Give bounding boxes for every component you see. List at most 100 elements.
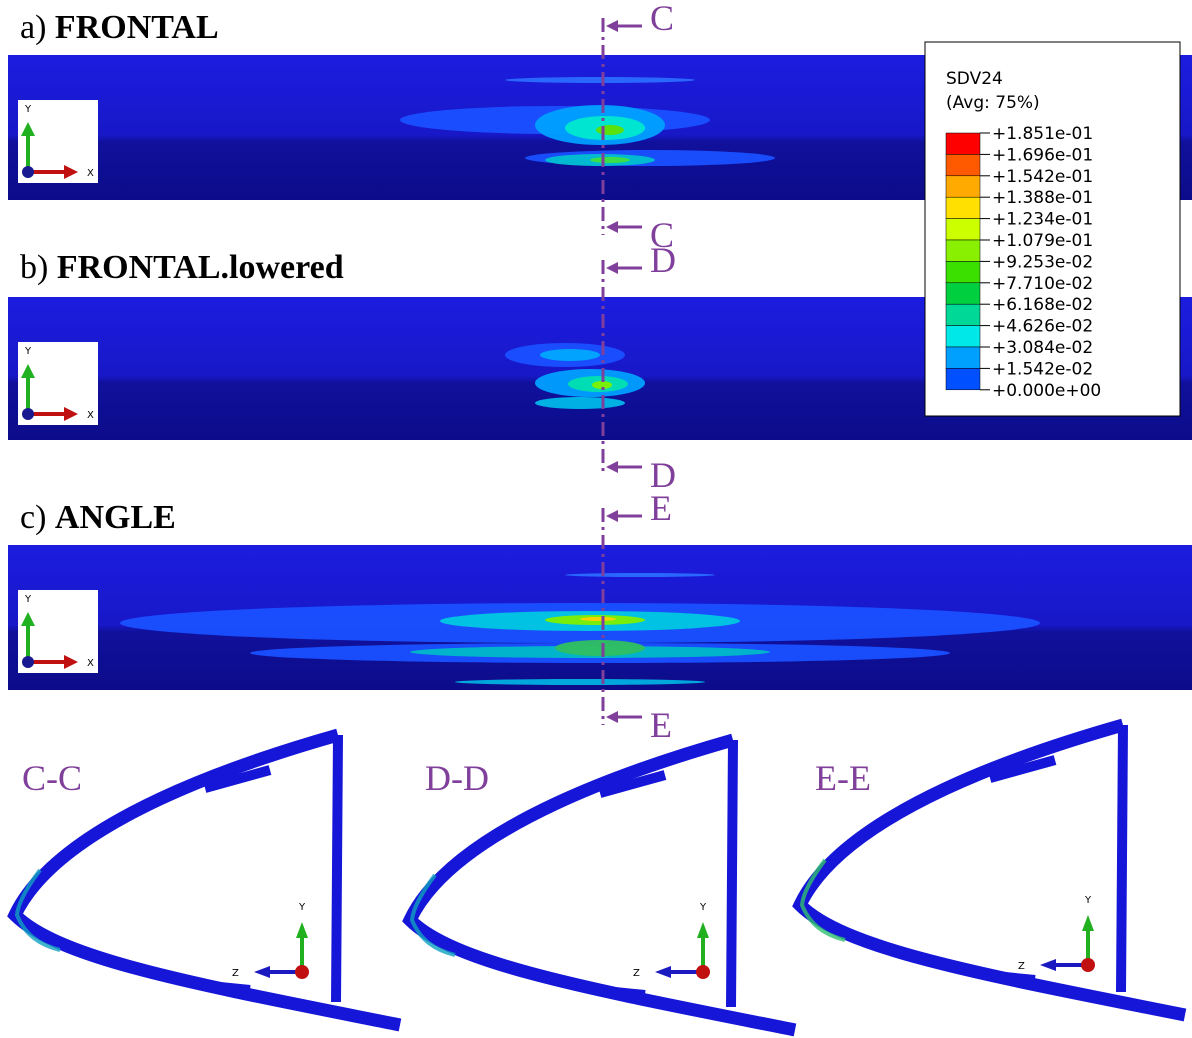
cross-section bbox=[792, 718, 1187, 1022]
legend-swatch bbox=[945, 218, 981, 241]
contour bbox=[596, 125, 624, 135]
legend-swatch bbox=[945, 368, 981, 391]
arrow-head bbox=[1040, 959, 1056, 971]
arrow-head bbox=[606, 221, 618, 233]
section-mark: D bbox=[650, 455, 676, 495]
contour bbox=[592, 381, 612, 389]
section-contour bbox=[14, 868, 61, 952]
contour bbox=[555, 640, 645, 656]
arrow-head bbox=[697, 922, 709, 938]
panel-name: FRONTAL bbox=[55, 9, 219, 46]
contour bbox=[455, 679, 705, 685]
contour bbox=[580, 617, 616, 621]
legend-swatch bbox=[945, 132, 981, 155]
axis-label: Y bbox=[24, 594, 32, 605]
legend-swatch bbox=[945, 239, 981, 262]
section-stiffener bbox=[199, 765, 272, 995]
legend-swatch bbox=[945, 154, 981, 177]
legend-swatch bbox=[945, 175, 981, 198]
legend-level: +9.253e-02 bbox=[992, 252, 1093, 272]
arrow-head bbox=[64, 407, 78, 421]
cross-section bbox=[402, 733, 797, 1037]
arrow-head bbox=[606, 711, 618, 723]
legend-level: +1.696e-01 bbox=[992, 145, 1093, 165]
contour bbox=[535, 397, 625, 409]
legend-level: +0.000e+00 bbox=[992, 381, 1101, 401]
arrow-head bbox=[21, 122, 35, 136]
arrow-head bbox=[1082, 915, 1094, 931]
panel-letter: b) bbox=[20, 249, 48, 286]
legend-subtitle: (Avg: 75%) bbox=[946, 93, 1040, 113]
origin bbox=[295, 965, 309, 979]
arrow-head bbox=[606, 510, 618, 522]
section-stiffener bbox=[984, 755, 1057, 985]
axis-label: X bbox=[87, 658, 94, 669]
legend-level: +1.542e-02 bbox=[992, 359, 1093, 379]
arrow-head bbox=[21, 364, 35, 378]
arrow-head bbox=[606, 20, 618, 32]
legend-level: +6.168e-02 bbox=[992, 295, 1093, 315]
axis-label: Y bbox=[1084, 895, 1092, 906]
legend-level: +1.079e-01 bbox=[992, 231, 1093, 251]
section-mark: C bbox=[650, 0, 674, 38]
section-outline bbox=[726, 739, 738, 1008]
panel-letter: a) bbox=[20, 9, 46, 46]
contour bbox=[565, 573, 715, 577]
cross-section bbox=[7, 728, 402, 1032]
arrow-head bbox=[606, 461, 618, 473]
section-mark: E bbox=[650, 705, 672, 745]
legend-level: +4.626e-02 bbox=[992, 317, 1093, 337]
contour bbox=[590, 157, 630, 163]
section-contour bbox=[409, 873, 456, 957]
legend-level: +7.710e-02 bbox=[992, 274, 1093, 294]
legend-level: +1.542e-01 bbox=[992, 167, 1093, 187]
axis-label: Y bbox=[298, 902, 306, 913]
origin bbox=[696, 965, 710, 979]
section-title: E-E bbox=[815, 758, 871, 798]
panel-letter: c) bbox=[20, 499, 46, 536]
legend-level: +1.851e-01 bbox=[992, 124, 1093, 144]
arrow-head bbox=[64, 165, 78, 179]
section-outline bbox=[1116, 724, 1128, 993]
contour bbox=[505, 77, 695, 83]
legend-title: SDV24 bbox=[946, 69, 1003, 89]
legend-swatch bbox=[945, 325, 981, 348]
panel-label: c) ANGLE bbox=[20, 499, 176, 536]
legend-level: +1.388e-01 bbox=[992, 188, 1093, 208]
origin bbox=[22, 656, 34, 668]
origin bbox=[1081, 958, 1095, 972]
axis-label: X bbox=[87, 410, 94, 421]
arrow-head bbox=[655, 966, 671, 978]
axis-label: Y bbox=[699, 902, 707, 913]
section-mark: C bbox=[650, 215, 674, 255]
section-mark: D bbox=[650, 240, 676, 280]
axis-label: Y bbox=[24, 346, 32, 357]
contour bbox=[540, 349, 600, 361]
axis-label: Z bbox=[633, 968, 640, 979]
section-title: D-D bbox=[425, 758, 489, 798]
panel-label: b) FRONTAL.lowered bbox=[20, 249, 344, 286]
legend-swatch bbox=[945, 196, 981, 219]
section-contour bbox=[799, 858, 846, 942]
panel-name: ANGLE bbox=[55, 499, 176, 536]
section-outline bbox=[331, 734, 343, 1003]
axis-label: Y bbox=[24, 104, 32, 115]
arrow-head bbox=[64, 655, 78, 669]
panel-name: FRONTAL.lowered bbox=[57, 249, 344, 286]
legend-swatch bbox=[945, 261, 981, 284]
panel-label: a) FRONTAL bbox=[20, 9, 219, 46]
section-stiffener bbox=[594, 770, 667, 1000]
legend-swatch bbox=[945, 282, 981, 305]
legend-swatch bbox=[945, 303, 981, 326]
legend-level: +3.084e-02 bbox=[992, 338, 1093, 358]
arrow-head bbox=[606, 262, 618, 274]
legend-swatch bbox=[945, 346, 981, 369]
arrow-head bbox=[296, 922, 308, 938]
section-title: C-C bbox=[22, 758, 82, 798]
axis-label: Z bbox=[1018, 961, 1025, 972]
arrow-head bbox=[254, 966, 270, 978]
axis-label: X bbox=[87, 168, 94, 179]
axis-label: Z bbox=[232, 968, 239, 979]
legend-level: +1.234e-01 bbox=[992, 210, 1093, 230]
